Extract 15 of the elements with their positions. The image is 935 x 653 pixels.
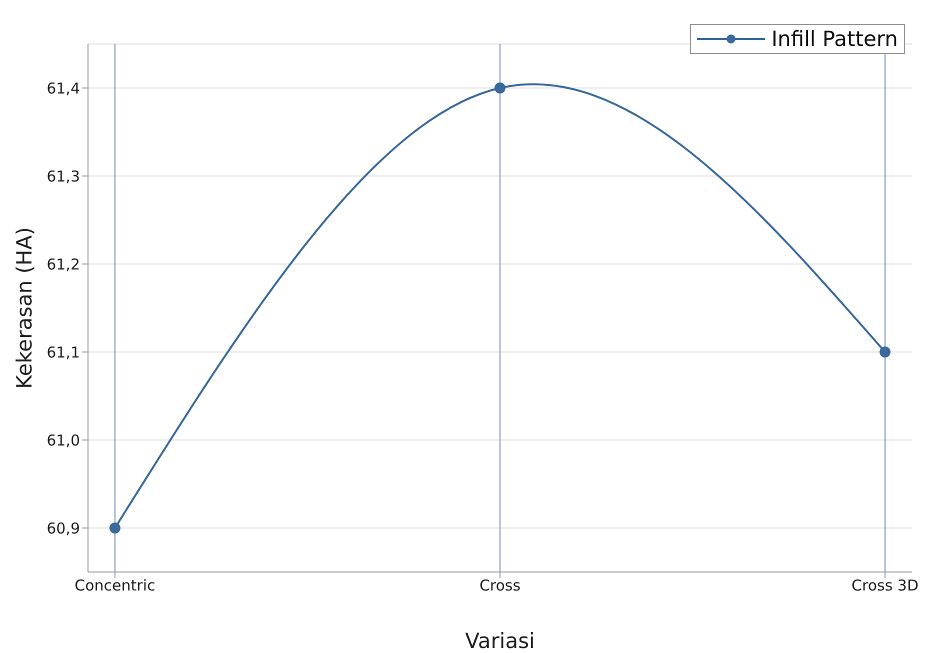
- y-tick-label: 60,9: [46, 519, 80, 538]
- legend-label: Infill Pattern: [771, 27, 898, 51]
- x-tick-label: Cross 3D: [852, 576, 919, 595]
- x-tick-label: Cross: [479, 576, 521, 595]
- point: [494, 82, 506, 94]
- y-axis-title: Kekerasan (HA): [12, 227, 36, 389]
- x-tick-label: Concentric: [74, 576, 156, 595]
- point: [880, 346, 891, 358]
- x-axis-title: Variasi: [465, 629, 535, 653]
- y-tick-label: 61,4: [46, 79, 80, 98]
- y-tick-label: 61,2: [46, 255, 80, 274]
- point: [109, 522, 120, 534]
- y-tick-label: 61,3: [46, 167, 80, 186]
- y-tick-label: 61,0: [46, 431, 80, 450]
- y-tick-label: 61,1: [46, 343, 80, 362]
